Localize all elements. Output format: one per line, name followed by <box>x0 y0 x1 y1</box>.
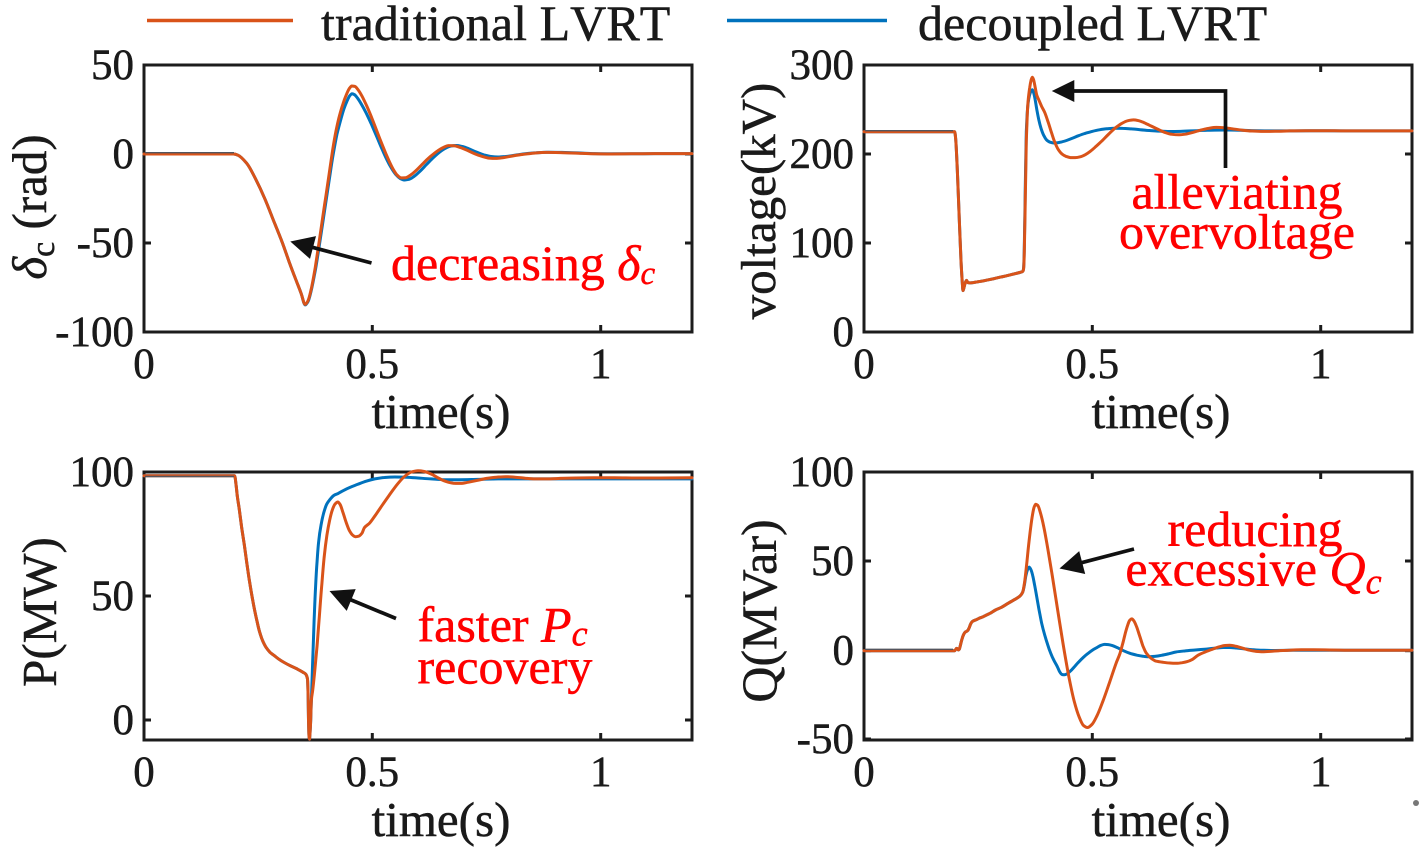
svg-text:time(s): time(s) <box>372 792 511 847</box>
svg-text:0.5: 0.5 <box>345 749 399 796</box>
svg-text:time(s): time(s) <box>372 384 511 439</box>
svg-text:decreasing δc: decreasing δc <box>391 235 656 292</box>
svg-text:traditional LVRT: traditional LVRT <box>321 0 670 51</box>
svg-text:0.5: 0.5 <box>1065 749 1119 796</box>
svg-text:100: 100 <box>790 449 855 496</box>
svg-text:100: 100 <box>790 220 855 267</box>
svg-text:0: 0 <box>113 131 135 178</box>
svg-text:-50: -50 <box>797 716 854 763</box>
svg-text:time(s): time(s) <box>1092 792 1231 847</box>
svg-text:0: 0 <box>833 628 855 675</box>
svg-text:P(MW): P(MW) <box>12 537 67 687</box>
svg-text:Q(MVar): Q(MVar) <box>731 519 787 702</box>
svg-text:0: 0 <box>853 749 875 796</box>
svg-text:0: 0 <box>833 309 855 356</box>
svg-text:reducing: reducing <box>1168 501 1343 557</box>
svg-text:-100: -100 <box>55 309 134 356</box>
svg-text:200: 200 <box>790 131 855 178</box>
svg-text:0: 0 <box>853 341 875 388</box>
svg-text:overvoltage: overvoltage <box>1119 204 1355 260</box>
svg-text:recovery: recovery <box>418 639 593 695</box>
svg-text:-50: -50 <box>77 220 134 267</box>
svg-text:1: 1 <box>1310 749 1332 796</box>
svg-text:1: 1 <box>590 749 612 796</box>
svg-text:1: 1 <box>1310 341 1332 388</box>
svg-text:voltage(kV): voltage(kV) <box>731 83 786 320</box>
svg-text:50: 50 <box>91 573 134 620</box>
svg-text:300: 300 <box>790 42 855 89</box>
svg-text:decoupled LVRT: decoupled LVRT <box>918 0 1267 51</box>
svg-text:0.5: 0.5 <box>345 341 399 388</box>
svg-text:0: 0 <box>133 749 155 796</box>
svg-text:excessive Qc: excessive Qc <box>1125 541 1381 602</box>
svg-text:δc (rad): δc (rad) <box>2 134 62 279</box>
svg-text:50: 50 <box>91 42 134 89</box>
svg-text:100: 100 <box>70 449 135 496</box>
svg-text:alleviating: alleviating <box>1131 164 1342 220</box>
svg-text:0: 0 <box>113 697 135 744</box>
svg-text:0.5: 0.5 <box>1065 341 1119 388</box>
svg-text:1: 1 <box>590 341 612 388</box>
svg-text:50: 50 <box>811 538 854 585</box>
svg-text:time(s): time(s) <box>1092 384 1231 439</box>
svg-text:faster Pc: faster Pc <box>418 597 588 654</box>
svg-text:0: 0 <box>133 341 155 388</box>
